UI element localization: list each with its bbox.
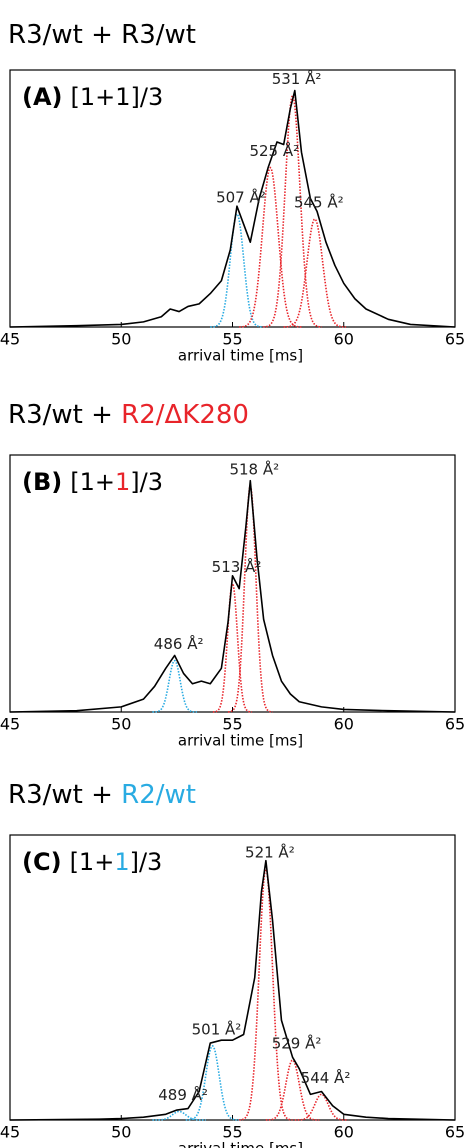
label-part: 1: [115, 83, 130, 111]
ccs-label: 529 Å²: [272, 1034, 322, 1053]
x-tick-label: 45: [0, 330, 20, 349]
panel-letter: (A): [22, 83, 63, 111]
x-tick-label: 55: [222, 1123, 242, 1142]
x-tick-label: 55: [222, 715, 242, 734]
fit-curve: [263, 94, 322, 328]
ccs-label: 507 Å²: [216, 187, 266, 206]
label-part: ]/3: [130, 468, 163, 496]
panel-heading: R3/wt + R2/wt: [8, 780, 196, 810]
arrival-curve: [9, 479, 456, 713]
fit-curve: [283, 218, 346, 328]
x-tick-label: 65: [445, 715, 465, 734]
x-tick-label: 60: [334, 1123, 354, 1142]
panel-letter: (B): [22, 468, 62, 496]
panel-label: (A) [1+1]/3: [22, 83, 163, 111]
plot-frame: [9, 834, 456, 1121]
x-axis-label: arrival time [ms]: [178, 732, 303, 750]
panel-letter: (C): [22, 848, 62, 876]
x-tick-label: 60: [334, 330, 354, 349]
panel-label: (B) [1+1]/3: [22, 468, 163, 496]
panel-heading: R3/wt + R2/ΔK280: [8, 400, 249, 430]
heading-part: R3/wt +: [8, 400, 121, 430]
label-part: [1+: [70, 468, 115, 496]
ccs-label: 531 Å²: [272, 69, 322, 88]
x-axis-label: arrival time [ms]: [178, 347, 303, 365]
x-tick-label: 45: [0, 715, 20, 734]
panel-label: (C) [1+1]/3: [22, 848, 162, 876]
fit-curve: [152, 659, 197, 713]
x-tick-label: 60: [334, 715, 354, 734]
fit-curve: [185, 1044, 240, 1121]
ccs-label: 518 Å²: [229, 459, 279, 478]
heading-part: R3/wt +: [8, 780, 121, 810]
ccs-label: 513 Å²: [212, 557, 262, 576]
x-tick-label: 45: [0, 1123, 20, 1142]
label-part: 1: [114, 848, 129, 876]
fit-curve: [212, 582, 253, 713]
x-tick-label: 50: [111, 715, 131, 734]
label-part: ]/3: [130, 848, 163, 876]
ccs-label: 486 Å²: [154, 634, 204, 653]
arrival-curve: [9, 859, 456, 1121]
heading-part: R2/wt: [121, 780, 196, 810]
x-tick-label: 50: [111, 1123, 131, 1142]
fit-curve: [294, 1093, 349, 1121]
x-axis-label: arrival time [ms]: [178, 1140, 303, 1148]
fit-curve: [228, 484, 273, 713]
x-tick-label: 50: [111, 330, 131, 349]
fit-curve: [152, 1110, 206, 1121]
arrival-curve: [9, 89, 456, 328]
label-part: [1+: [71, 83, 116, 111]
fit-curve: [239, 166, 302, 328]
fit-curve: [239, 867, 293, 1121]
fit-curve: [210, 212, 264, 328]
ccs-label: 545 Å²: [294, 193, 344, 212]
x-tick-label: 65: [445, 1123, 465, 1142]
ccs-label: 525 Å²: [249, 141, 299, 160]
ccs-label: 544 Å²: [301, 1068, 351, 1087]
fit-curve: [265, 1059, 320, 1121]
ccs-label: 489 Å²: [158, 1085, 208, 1104]
heading-part: R2/ΔK280: [121, 400, 249, 430]
panel-heading: R3/wt + R3/wt: [8, 20, 196, 50]
ccs-label: 501 Å²: [192, 1019, 242, 1038]
x-tick-label: 65: [445, 330, 465, 349]
x-tick-label: 55: [222, 330, 242, 349]
label-part: 1: [115, 468, 130, 496]
label-part: [1+: [70, 848, 115, 876]
heading-part: R3/wt + R3/wt: [8, 20, 196, 50]
label-part: ]/3: [131, 83, 164, 111]
ccs-label: 521 Å²: [245, 843, 295, 862]
